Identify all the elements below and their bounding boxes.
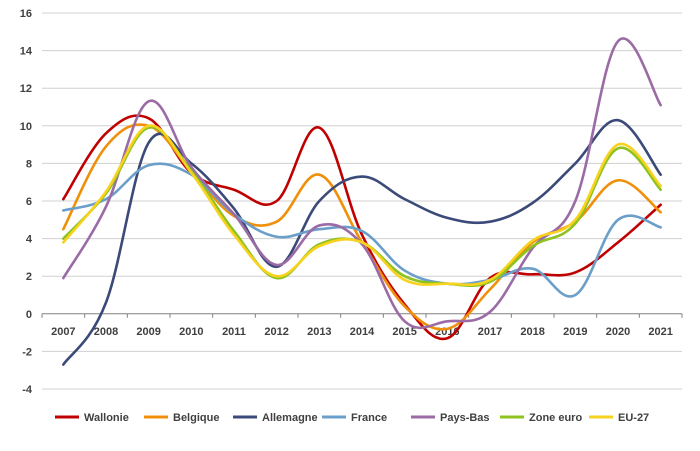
y-tick-label: -2 [22, 346, 32, 358]
series-line-eu-27 [62, 124, 662, 287]
x-tick-label: 2007 [51, 326, 75, 338]
x-tick-label: 2020 [606, 326, 630, 338]
x-tick-label: 2014 [350, 326, 375, 338]
series-line-zone-euro [62, 126, 662, 288]
x-tick-label: 2012 [264, 326, 288, 338]
legend-label: Belgique [173, 412, 219, 424]
series-lines [62, 37, 662, 366]
legend-label: France [351, 412, 387, 424]
x-axis [41, 313, 683, 318]
y-axis-ticks: -4 -2 0 2 4 6 8 10 12 14 16 [20, 8, 33, 396]
y-tick-label: 12 [20, 83, 32, 95]
x-tick-label: 2015 [392, 326, 416, 338]
y-tick-label: 0 [26, 309, 32, 321]
legend-label: Wallonie [84, 412, 129, 424]
x-axis-ticks: 2007 2008 2009 2010 2011 2012 2013 2014 2015 2016… [51, 326, 673, 338]
x-tick-label: 2013 [307, 326, 331, 338]
series-line-allemagne [62, 118, 662, 366]
legend: Wallonie Belgique Allemagne France Pays-Bas Z… [55, 412, 649, 424]
x-tick-label: 2008 [94, 326, 118, 338]
y-tick-label: 10 [20, 121, 32, 133]
y-tick-label: 2 [26, 271, 32, 283]
x-tick-label: 2009 [136, 326, 160, 338]
x-tick-label: 2017 [478, 326, 502, 338]
y-tick-label: 14 [20, 46, 33, 58]
legend-label: Zone euro [529, 412, 582, 424]
legend-label: EU-27 [618, 412, 649, 424]
x-tick-label: 2011 [222, 326, 246, 338]
x-tick-label: 2021 [648, 326, 672, 338]
y-tick-label: 4 [26, 234, 33, 246]
x-tick-label: 2010 [179, 326, 203, 338]
x-tick-label: 2018 [520, 326, 544, 338]
series-line-france [62, 162, 662, 298]
y-tick-label: 8 [26, 158, 32, 170]
x-tick-label: 2019 [563, 326, 587, 338]
series-line-pays-bas [62, 37, 662, 330]
y-tick-label: 16 [20, 8, 32, 20]
y-tick-label: 6 [26, 196, 32, 208]
y-tick-label: -4 [22, 384, 33, 396]
legend-label: Allemagne [262, 412, 318, 424]
legend-label: Pays-Bas [440, 412, 490, 424]
